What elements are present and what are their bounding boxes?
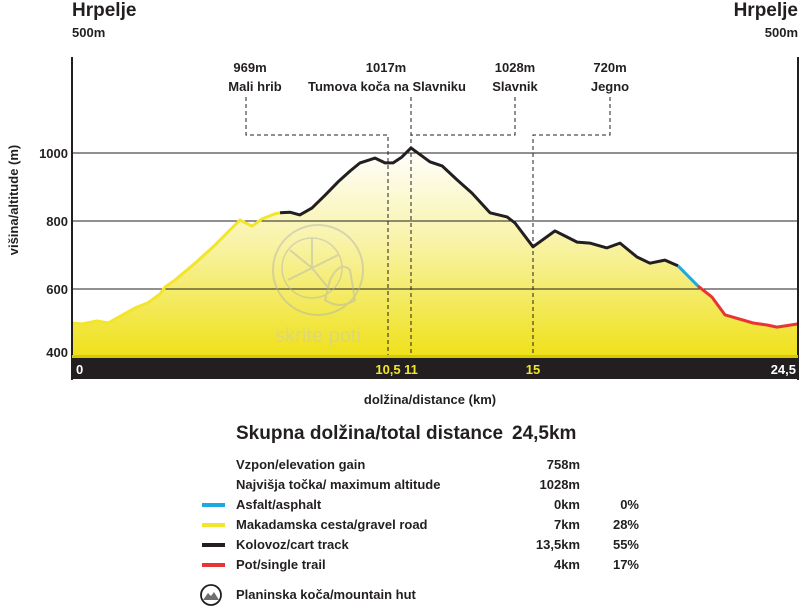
start-altitude: 500m [72,25,106,40]
legend-swatch [202,543,225,547]
baseline-strip [72,355,798,358]
mountain-hut-icon [200,584,222,606]
total-distance-value: 24,5km [512,423,577,444]
x-tick-label: 10,5 [375,362,400,377]
y-axis-label: višina/altitude (m) [6,145,21,256]
watermark-logo: skrite poti [272,224,364,347]
x-tick-label: 0 [76,362,83,377]
x-tick-label: 15 [526,362,540,377]
annotation-name-jegno: Jegno [591,79,629,94]
y-tick-label: 800 [46,214,68,229]
y-tick-label: 400 [46,345,68,360]
series-line-2 [677,264,699,287]
legend-swatch [202,563,225,567]
total-distance-label: Skupna dolžina/total distance [236,423,504,444]
summary-row-value: 0km [553,497,580,512]
end-altitude: 500m [764,25,798,40]
summary-row-value: 1028m [539,477,580,492]
x-axis-label: dolžina/distance (km) [364,392,496,407]
summary-row-label: Pot/single trail [236,557,326,572]
legend-swatch [202,503,225,507]
end-name: Hrpelje [733,0,798,21]
annotation-name-mali-hrib: Mali hrib [228,79,282,94]
y-tick-label: 600 [46,282,68,297]
series-line-0 [71,211,281,326]
summary-row-label: Kolovoz/cart track [236,537,349,552]
annotation-name-slavnik: Slavnik [492,79,538,94]
summary-row-percent: 0% [620,497,639,512]
summary-row-percent: 17% [612,557,639,572]
summary-row-percent: 28% [612,517,639,532]
summary-row-value: 758m [546,457,580,472]
summary-row-label: Makadamska cesta/gravel road [236,517,428,532]
elevation-area-fill [72,147,798,356]
annotation-name-tumova-koca: Tumova koča na Slavniku [308,79,466,94]
distance-bar [72,358,798,379]
y-tick-label: 1000 [39,146,68,161]
x-tick-label: 24,5 [771,362,796,377]
elevation-chart: skrite poti 0 10,5 11 15 24,5 4006008001000 … [6,57,799,407]
annotation-altitude-jegno: 720m [593,60,626,75]
summary-row-value: 7km [553,517,580,532]
series-line-1 [279,146,679,268]
watermark-text: skrite poti [275,325,361,347]
summary-row-percent: 55% [612,537,639,552]
summary-row-value: 4km [553,557,580,572]
start-name: Hrpelje [72,0,137,21]
x-tick-label: 11 [404,362,418,377]
annotation-altitude-mali-hrib: 969m [233,60,266,75]
annotation-altitude-tumova-koca: 1017m [366,60,406,75]
legend-swatch [202,523,225,527]
annotation-altitude-slavnik: 1028m [495,60,535,75]
summary-row-label: Vzpon/elevation gain [236,457,366,472]
summary-row-label: Asfalt/asphalt [236,497,322,512]
summary-row-value: 13,5km [535,537,580,552]
summary-row-label: Najvišja točka/ maximum altitude [236,477,441,492]
mountain-hut-label: Planinska koča/mountain hut [236,587,416,602]
series-line-3 [696,284,799,329]
